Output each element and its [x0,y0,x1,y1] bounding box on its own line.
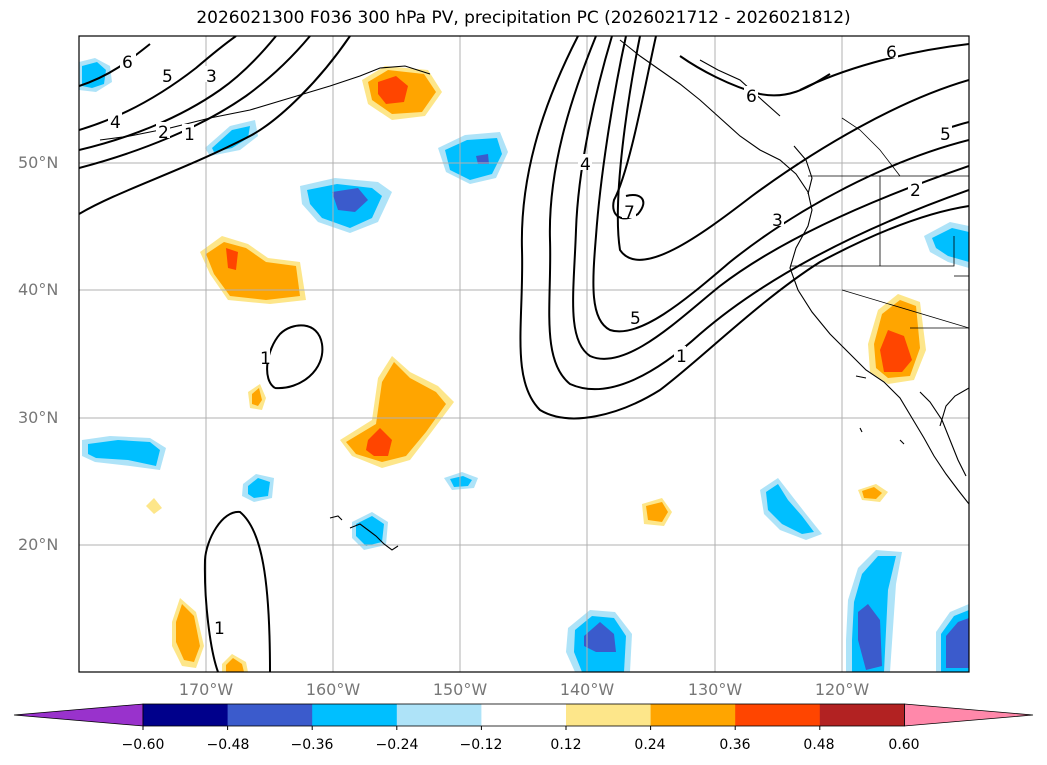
contour-label: 3 [206,67,217,87]
precip-neg-se1 [846,550,902,672]
contour-label: 3 [772,211,783,231]
colorbar-tick-label: 0.36 [719,737,751,753]
precip-pos-small4 [858,484,888,502]
colorbar-segment [566,704,652,726]
precip-pos-sw2 [222,654,248,672]
colorbar-tick-label: 0.24 [634,737,666,753]
precip-neg-ne-coast [924,222,969,268]
colorbar-tick-label: −0.48 [206,737,250,753]
lon-label: 120°W [814,680,870,699]
precip-neg-east-subtrop [760,478,822,540]
precip-anomaly-layer [79,58,969,672]
precip-neg-nw-corner [79,58,112,92]
precip-neg-aleutian [205,120,258,156]
lat-label: 30°N [18,408,59,427]
precip-pos-gulf-north [362,66,442,120]
precip-pos-small3 [642,498,672,526]
colorbar-segment [650,704,736,726]
contour-label: 1 [184,125,195,145]
colorbar-extend-max [904,703,1034,727]
colorbar-frame [142,703,905,727]
precip-neg-small2 [444,472,478,490]
colorbar-segment [312,704,398,726]
contour-label: 2 [910,181,921,201]
contour-label: 5 [162,67,173,87]
precip-neg-gulf [438,132,508,184]
contour-label: 7 [624,203,635,223]
colorbar-segment [143,704,229,726]
precip-pos-sw [172,598,204,668]
colorbar-segment [735,704,821,726]
contour-label: 1 [676,347,687,367]
lon-label: 140°W [559,680,615,699]
colorbar-tick-label: −0.12 [459,737,503,753]
contour-label: 6 [886,43,897,63]
colorbar-tick-label: −0.24 [375,737,419,753]
pv-contour-labels: 6 5 3 4 2 1 1 4 7 6 5 1 3 2 [108,42,952,639]
colorbar [13,703,1034,730]
colorbar-extend-min [13,703,144,727]
precip-pos-small2 [146,498,162,514]
map-title: 2026021300 F036 300 hPa PV, precipitatio… [196,8,851,28]
lat-label: 20°N [18,535,59,554]
contour-label: 2 [158,123,169,143]
lon-label: 150°W [432,680,488,699]
lat-label: 40°N [18,280,59,299]
contour-label: 6 [746,87,757,107]
plot-area [79,36,969,672]
colorbar-tick-label: −0.60 [121,737,165,753]
colorbar-segment [481,704,567,726]
plot-frame [78,35,970,673]
precip-pos-california [868,294,926,384]
lon-label: 160°W [305,680,361,699]
pv-contours [79,36,969,672]
contour-label: 4 [110,113,121,133]
contour-label: 5 [630,309,641,329]
colorbar-tick-label: 0.12 [550,737,582,753]
contour-label: 4 [580,155,591,175]
contour-label: 5 [940,125,951,145]
colorbar-tick-label: −0.36 [290,737,334,753]
lon-label: 170°W [178,680,234,699]
borders [790,117,969,329]
precip-pos-small1 [248,384,266,410]
lat-label: 50°N [18,153,59,172]
colorbar-segment [819,704,905,726]
precip-neg-se2 [936,604,969,672]
precip-neg-n-pacific [300,178,392,233]
colorbar-tick-label: 0.60 [888,737,920,753]
contour-label: 1 [260,349,271,369]
colorbar-tick-label: 0.48 [803,737,835,753]
precip-neg-w-subtrop [82,436,166,470]
contour-label: 1 [214,619,225,639]
precip-pos-w-central [200,236,306,304]
colorbar-segment [396,704,482,726]
colorbar-segment [227,704,313,726]
precip-pos-center [340,356,454,468]
contour-label: 6 [122,53,133,73]
precip-neg-small1 [242,474,274,502]
lon-label: 130°W [687,680,743,699]
